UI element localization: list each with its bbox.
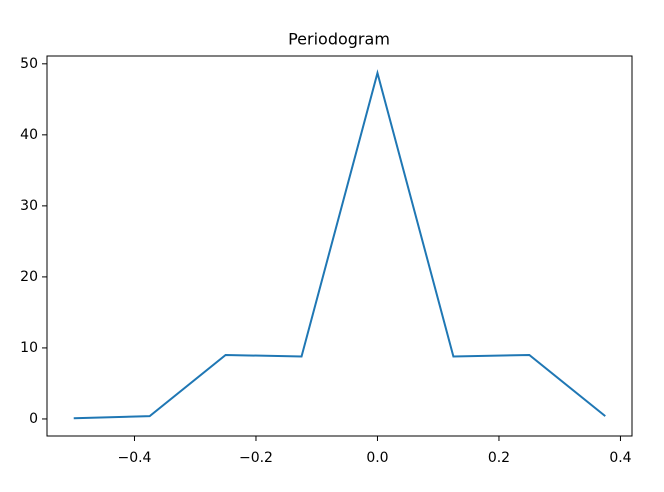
y-tick-label: 10 (20, 340, 38, 356)
y-tick-label: 40 (20, 127, 38, 143)
y-tick-label: 50 (20, 56, 38, 72)
x-tick-label: −0.2 (239, 450, 273, 466)
y-tick-label: 20 (20, 269, 38, 285)
x-tick-label: 0.4 (609, 450, 631, 466)
y-tick-label: 30 (20, 198, 38, 214)
axes-frame (46, 55, 633, 437)
y-tick-label: 0 (29, 411, 38, 427)
chart-title: Periodogram (288, 30, 390, 49)
x-tick-label: 0.0 (366, 450, 388, 466)
data-line (73, 69, 606, 420)
x-tick-label: 0.2 (488, 450, 510, 466)
x-tick-label: −0.4 (117, 450, 151, 466)
